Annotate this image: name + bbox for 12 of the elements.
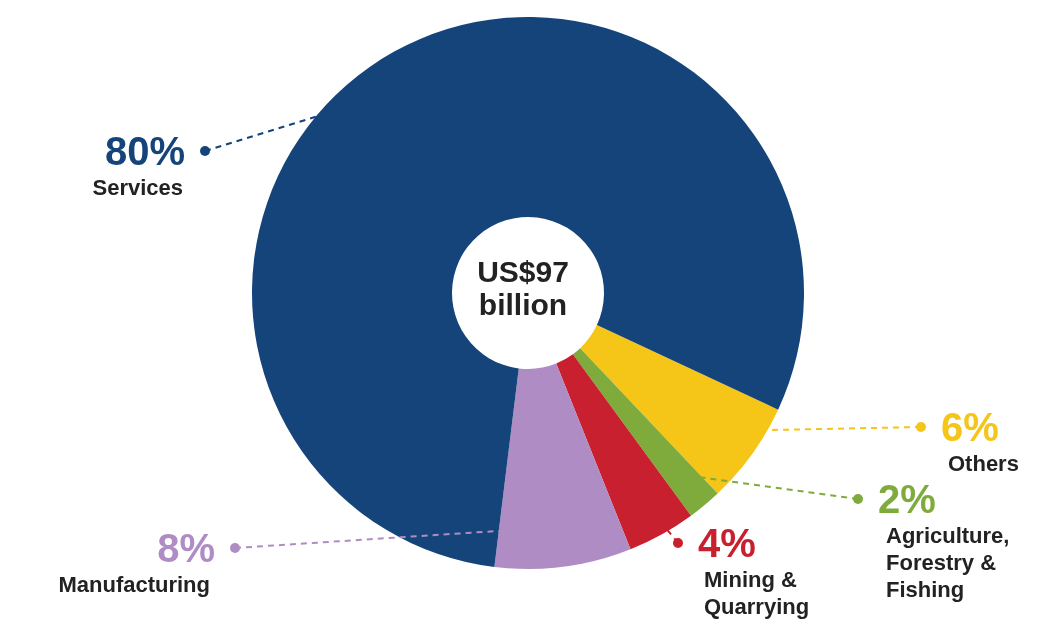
slice-label: Others bbox=[948, 451, 1019, 476]
text: US$97 billion bbox=[477, 255, 569, 321]
data-label: 8% bbox=[157, 526, 215, 570]
donut-slice bbox=[556, 354, 692, 550]
slice-label: Agriculture, Forestry & Fishing bbox=[886, 523, 1010, 602]
data-label: 2% bbox=[878, 477, 936, 521]
slice-label: Manufacturing bbox=[58, 572, 210, 597]
data-label: 6% bbox=[941, 405, 999, 449]
data-label: 80% bbox=[104, 129, 185, 173]
legend-label: Services bbox=[92, 175, 183, 200]
data-label: 4% bbox=[698, 521, 756, 565]
slice-label: Mining & Quarrying bbox=[704, 567, 810, 619]
